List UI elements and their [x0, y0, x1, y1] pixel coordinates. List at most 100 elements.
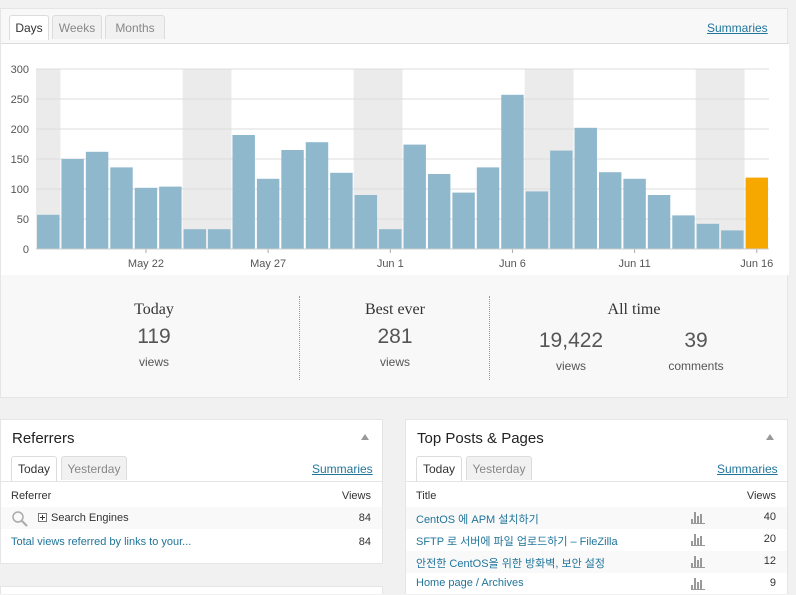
- stat-today-title: Today: [134, 301, 174, 318]
- tab-yesterday[interactable]: Yesterday: [466, 456, 532, 480]
- chart-bar: [623, 178, 646, 249]
- col-title: Title: [416, 490, 437, 502]
- stat-all-time-title: All time: [607, 301, 661, 318]
- chart-bar: [232, 135, 255, 249]
- stats-panel: Days Weeks Months Summaries 0 50 100 150 200…: [0, 8, 789, 398]
- chart-bar: [85, 151, 109, 249]
- chart-bar: [672, 215, 695, 249]
- y-tick-label: 150: [11, 154, 29, 166]
- x-tick-label: Jun 6: [499, 258, 526, 270]
- referrers-panel: Referrers Today Yesterday Summaries Refe…: [0, 419, 383, 564]
- chart-bar: [501, 94, 524, 249]
- chart-bar: [647, 195, 671, 249]
- table-row-total: Total views referred by links to your...…: [1, 531, 382, 553]
- chart-bar: [183, 229, 207, 249]
- top-posts-panel: Top Posts & Pages Today Yesterday Summar…: [405, 419, 788, 594]
- stat-divider: [489, 296, 490, 380]
- referrer-views: 84: [358, 512, 371, 524]
- col-views: Views: [341, 490, 371, 502]
- chart-bar: [281, 150, 304, 249]
- stat-all-time-views-value: 19,422: [538, 329, 604, 352]
- referrers-summaries-link[interactable]: Summaries: [312, 462, 373, 476]
- expand-icon[interactable]: [38, 513, 47, 522]
- chart-bar: [256, 178, 280, 249]
- chart-bar: [476, 167, 500, 249]
- chart-bar: [696, 223, 720, 249]
- x-tick-label: May 27: [250, 258, 286, 270]
- chart-bar: [61, 159, 84, 249]
- post-title-link[interactable]: Home page / Archives: [416, 577, 524, 589]
- table-row[interactable]: CentOS 에 APM 설치하기 40: [406, 507, 787, 529]
- y-tick-label: 250: [11, 94, 29, 106]
- col-views: Views: [746, 490, 776, 502]
- collapse-arrow-icon[interactable]: [766, 434, 774, 440]
- total-views-value: 84: [358, 536, 371, 548]
- stat-best-value: 281: [377, 325, 413, 348]
- stat-comments-unit: comments: [668, 359, 724, 373]
- chart-bar: [427, 174, 451, 249]
- post-title-link[interactable]: 안전한 CentOS을 위한 방화벽, 보안 설정: [416, 558, 606, 570]
- tab-weeks[interactable]: Weeks: [52, 15, 102, 39]
- chart-bar: [159, 186, 182, 249]
- y-tick-label: 300: [11, 64, 29, 76]
- chart-bar: [452, 192, 475, 249]
- tab-months[interactable]: Months: [105, 15, 165, 39]
- stats-bars-icon[interactable]: [691, 512, 705, 524]
- stat-today-unit: views: [138, 355, 169, 369]
- chart-bar: [745, 177, 768, 249]
- tab-days[interactable]: Days: [9, 15, 49, 40]
- table-row[interactable]: 안전한 CentOS을 위한 방화벽, 보안 설정 12: [406, 551, 787, 573]
- y-tick-label: 0: [23, 244, 29, 256]
- collapse-arrow-icon[interactable]: [361, 434, 369, 440]
- stat-all-time-views-unit: views: [555, 359, 586, 373]
- chart-bar: [550, 150, 573, 249]
- chart-bar: [330, 172, 353, 249]
- chart-bar: [305, 142, 329, 249]
- chart-bar: [403, 144, 426, 249]
- post-views: 9: [769, 577, 776, 589]
- stats-bars-icon[interactable]: [691, 556, 705, 568]
- bottom-panel: [0, 586, 383, 594]
- stats-bars-icon[interactable]: [691, 534, 705, 546]
- stat-divider: [299, 296, 300, 380]
- summaries-link[interactable]: Summaries: [707, 21, 768, 35]
- referrers-table-header: Referrer Views: [1, 481, 382, 507]
- post-title-link[interactable]: SFTP 로 서버에 파일 업로드하기 – FileZilla: [416, 536, 618, 548]
- post-views: 20: [763, 533, 776, 545]
- table-row[interactable]: Home page / Archives 9: [406, 573, 787, 595]
- top-posts-summaries-link[interactable]: Summaries: [717, 462, 778, 476]
- views-chart: 0 50 100 150 200 250 300 May 22 May 27 Jun 1 Jun 6…: [1, 43, 789, 275]
- x-tick-label: May 22: [128, 258, 164, 270]
- stat-best-ever: Best ever 281 views: [345, 301, 445, 369]
- x-tick-label: Jun 11: [619, 258, 651, 270]
- post-views: 12: [763, 555, 776, 567]
- stat-all-time-comments: 39 comments: [646, 329, 746, 373]
- y-tick-label: 200: [11, 124, 29, 136]
- post-views: 40: [763, 511, 776, 523]
- x-tick-label: Jun 16: [740, 258, 773, 270]
- chart-bar: [134, 187, 158, 249]
- stat-all-time-views: 19,422 views: [521, 329, 621, 373]
- tab-today[interactable]: Today: [11, 456, 57, 481]
- stat-today: Today 119 views: [104, 301, 204, 369]
- chart-bar: [721, 230, 744, 249]
- views-chart-svg: 0 50 100 150 200 250 300 May 22 May 27 Jun 1 Jun 6…: [11, 64, 774, 270]
- x-tick-label: Jun 1: [377, 258, 404, 270]
- stats-bars-icon[interactable]: [691, 578, 705, 590]
- tab-today[interactable]: Today: [416, 456, 462, 481]
- referrer-label: Search Engines: [51, 512, 129, 524]
- y-tick-label: 100: [11, 184, 29, 196]
- table-row[interactable]: Search Engines 84: [1, 507, 382, 529]
- table-row[interactable]: SFTP 로 서버에 파일 업로드하기 – FileZilla 20: [406, 529, 787, 551]
- total-views-link[interactable]: Total views referred by links to your...: [11, 536, 192, 548]
- stat-all-time: All time: [534, 301, 734, 319]
- chart-bar: [598, 172, 622, 249]
- chart-bar: [574, 127, 597, 249]
- post-title-link[interactable]: CentOS 에 APM 설치하기: [416, 514, 539, 526]
- top-posts-title: Top Posts & Pages: [417, 430, 544, 447]
- stat-today-value: 119: [137, 325, 171, 348]
- tab-yesterday[interactable]: Yesterday: [61, 456, 127, 480]
- chart-bar: [37, 214, 60, 249]
- top-posts-table-header: Title Views: [406, 481, 787, 507]
- search-icon: [12, 511, 28, 527]
